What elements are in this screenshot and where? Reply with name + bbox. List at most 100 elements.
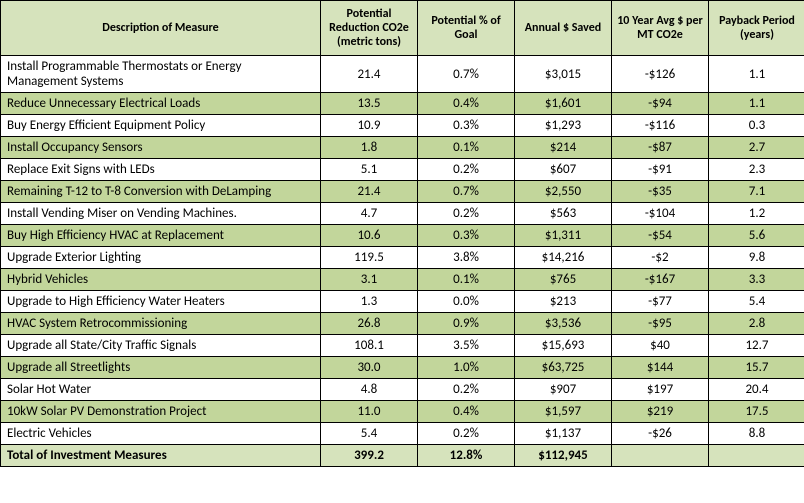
cell-desc: Remaining T-12 to T-8 Conversion with De… bbox=[1, 181, 321, 203]
col-header-saved: Annual $ Saved bbox=[515, 1, 612, 56]
cell-saved: $1,311 bbox=[515, 225, 612, 247]
table-row: Remaining T-12 to T-8 Conversion with De… bbox=[1, 181, 804, 203]
cell-co2e: 5.4 bbox=[321, 423, 418, 445]
cell-desc: HVAC System Retrocommissioning bbox=[1, 313, 321, 335]
cell-saved: $213 bbox=[515, 291, 612, 313]
cell-payback: 12.7 bbox=[709, 335, 804, 357]
cell-co2e: 119.5 bbox=[321, 247, 418, 269]
table-row: Solar Hot Water4.80.2%$907$19720.4 bbox=[1, 379, 804, 401]
cell-payback: 3.3 bbox=[709, 269, 804, 291]
cell-per_mt: -$26 bbox=[612, 423, 709, 445]
total-cell-payback bbox=[709, 445, 804, 467]
cell-pct: 0.2% bbox=[418, 203, 515, 225]
col-header-payback: Payback Period (years) bbox=[709, 1, 804, 56]
cell-per_mt: -$95 bbox=[612, 313, 709, 335]
total-cell-pct: 12.8% bbox=[418, 445, 515, 467]
cell-payback: 20.4 bbox=[709, 379, 804, 401]
table-row: Reduce Unnecessary Electrical Loads13.50… bbox=[1, 93, 804, 115]
cell-desc: Install Vending Miser on Vending Machine… bbox=[1, 203, 321, 225]
cell-saved: $1,601 bbox=[515, 93, 612, 115]
table-row: Hybrid Vehicles3.10.1%$765-$1673.3 bbox=[1, 269, 804, 291]
cell-co2e: 10.9 bbox=[321, 115, 418, 137]
col-header-desc: Description of Measure bbox=[1, 1, 321, 56]
cell-per_mt: $197 bbox=[612, 379, 709, 401]
cell-per_mt: $144 bbox=[612, 357, 709, 379]
cell-pct: 0.4% bbox=[418, 401, 515, 423]
cell-pct: 3.5% bbox=[418, 335, 515, 357]
cell-per_mt: $40 bbox=[612, 335, 709, 357]
cell-desc: Upgrade to High Efficiency Water Heaters bbox=[1, 291, 321, 313]
cell-pct: 0.3% bbox=[418, 225, 515, 247]
cell-saved: $3,536 bbox=[515, 313, 612, 335]
cell-pct: 0.2% bbox=[418, 423, 515, 445]
cell-co2e: 3.1 bbox=[321, 269, 418, 291]
cell-co2e: 5.1 bbox=[321, 159, 418, 181]
table-row: Install Occupancy Sensors1.80.1%$214-$87… bbox=[1, 137, 804, 159]
cell-desc: Hybrid Vehicles bbox=[1, 269, 321, 291]
cell-saved: $3,015 bbox=[515, 56, 612, 93]
col-header-per-mt: 10 Year Avg $ per MT CO2e bbox=[612, 1, 709, 56]
cell-desc: Install Programmable Thermostats or Ener… bbox=[1, 56, 321, 93]
cell-desc: Electric Vehicles bbox=[1, 423, 321, 445]
cell-co2e: 21.4 bbox=[321, 56, 418, 93]
cell-pct: 0.1% bbox=[418, 137, 515, 159]
cell-pct: 3.8% bbox=[418, 247, 515, 269]
cell-per_mt: -$54 bbox=[612, 225, 709, 247]
cell-co2e: 10.6 bbox=[321, 225, 418, 247]
cell-pct: 0.2% bbox=[418, 379, 515, 401]
total-cell-co2e: 399.2 bbox=[321, 445, 418, 467]
cell-pct: 0.9% bbox=[418, 313, 515, 335]
cell-payback: 15.7 bbox=[709, 357, 804, 379]
cell-per_mt: -$35 bbox=[612, 181, 709, 203]
cell-desc: Upgrade all Streetlights bbox=[1, 357, 321, 379]
cell-saved: $14,216 bbox=[515, 247, 612, 269]
cell-per_mt: -$94 bbox=[612, 93, 709, 115]
table-row: Buy High Efficiency HVAC at Replacement1… bbox=[1, 225, 804, 247]
cell-payback: 5.6 bbox=[709, 225, 804, 247]
table-row: Upgrade to High Efficiency Water Heaters… bbox=[1, 291, 804, 313]
cell-payback: 1.2 bbox=[709, 203, 804, 225]
cell-co2e: 4.8 bbox=[321, 379, 418, 401]
cell-co2e: 108.1 bbox=[321, 335, 418, 357]
cell-payback: 17.5 bbox=[709, 401, 804, 423]
table-row: Upgrade all State/City Traffic Signals10… bbox=[1, 335, 804, 357]
cell-payback: 8.8 bbox=[709, 423, 804, 445]
cell-desc: Install Occupancy Sensors bbox=[1, 137, 321, 159]
cell-per_mt: $219 bbox=[612, 401, 709, 423]
cell-saved: $607 bbox=[515, 159, 612, 181]
table-row: Install Programmable Thermostats or Ener… bbox=[1, 56, 804, 93]
total-cell-saved: $112,945 bbox=[515, 445, 612, 467]
cell-per_mt: -$126 bbox=[612, 56, 709, 93]
cell-payback: 1.1 bbox=[709, 56, 804, 93]
table-row: Buy Energy Efficient Equipment Policy10.… bbox=[1, 115, 804, 137]
cell-saved: $2,550 bbox=[515, 181, 612, 203]
table-row: 10kW Solar PV Demonstration Project11.00… bbox=[1, 401, 804, 423]
cell-pct: 0.3% bbox=[418, 115, 515, 137]
cell-saved: $15,693 bbox=[515, 335, 612, 357]
cell-desc: Buy Energy Efficient Equipment Policy bbox=[1, 115, 321, 137]
table-row: Upgrade Exterior Lighting119.53.8%$14,21… bbox=[1, 247, 804, 269]
col-header-co2e: Potential Reduction CO2e (metric tons) bbox=[321, 1, 418, 56]
table-header: Description of Measure Potential Reducti… bbox=[1, 1, 804, 56]
cell-desc: Buy High Efficiency HVAC at Replacement bbox=[1, 225, 321, 247]
cell-per_mt: -$104 bbox=[612, 203, 709, 225]
cell-desc: Upgrade all State/City Traffic Signals bbox=[1, 335, 321, 357]
cell-desc: Replace Exit Signs with LEDs bbox=[1, 159, 321, 181]
cell-pct: 0.2% bbox=[418, 159, 515, 181]
cell-saved: $63,725 bbox=[515, 357, 612, 379]
cell-co2e: 1.3 bbox=[321, 291, 418, 313]
cell-payback: 9.8 bbox=[709, 247, 804, 269]
cell-per_mt: -$167 bbox=[612, 269, 709, 291]
cell-pct: 0.7% bbox=[418, 181, 515, 203]
cell-saved: $214 bbox=[515, 137, 612, 159]
total-cell-per_mt bbox=[612, 445, 709, 467]
table-row: Upgrade all Streetlights30.01.0%$63,725$… bbox=[1, 357, 804, 379]
table-row: HVAC System Retrocommissioning26.80.9%$3… bbox=[1, 313, 804, 335]
cell-per_mt: -$87 bbox=[612, 137, 709, 159]
cell-co2e: 13.5 bbox=[321, 93, 418, 115]
cell-pct: 0.4% bbox=[418, 93, 515, 115]
cell-payback: 7.1 bbox=[709, 181, 804, 203]
cell-pct: 1.0% bbox=[418, 357, 515, 379]
measures-table: Description of Measure Potential Reducti… bbox=[0, 0, 804, 467]
cell-payback: 2.7 bbox=[709, 137, 804, 159]
